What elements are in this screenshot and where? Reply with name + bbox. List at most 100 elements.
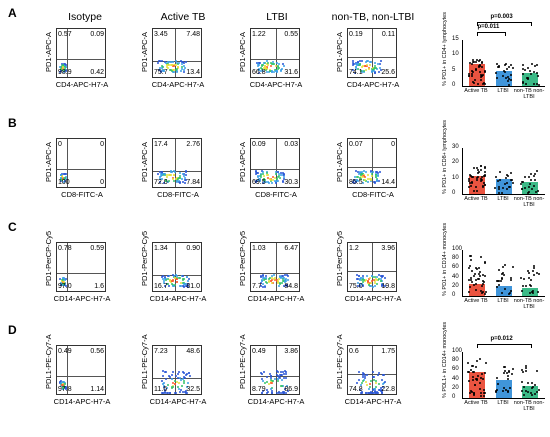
event-dot	[259, 176, 262, 179]
data-point	[468, 178, 471, 181]
y-tick-label: 100	[452, 348, 463, 354]
category-label: non-TB non-LTBI	[513, 88, 545, 101]
category-label: non-TB non-LTBI	[513, 400, 545, 413]
data-point	[482, 174, 485, 177]
data-point	[482, 291, 485, 294]
data-point	[537, 389, 540, 392]
quadrant-gate-vertical	[276, 139, 277, 187]
event-dot	[168, 279, 171, 282]
flow-plot: 3.45 7.48 75.7 13.4	[152, 28, 202, 78]
event-dot	[369, 392, 372, 394]
event-dot	[371, 71, 374, 74]
event-dot	[361, 181, 364, 184]
event-dot	[277, 66, 280, 69]
event-dot	[259, 282, 262, 285]
quadrant-gate-horizontal	[153, 171, 201, 172]
event-dot	[266, 176, 269, 179]
event-dot	[266, 66, 268, 69]
event-dot	[181, 370, 184, 373]
event-dot	[259, 66, 262, 69]
event-dot	[367, 67, 370, 70]
data-point	[470, 279, 473, 282]
panel-letter: A	[8, 6, 17, 20]
event-dot	[374, 279, 377, 282]
summary-scatter-plot: 0 20 40 60 80 100 p=0.012	[452, 336, 545, 400]
event-dot	[178, 174, 181, 177]
event-dot	[257, 64, 260, 67]
event-dot	[256, 178, 259, 181]
event-dot	[280, 392, 283, 394]
data-point	[511, 67, 514, 70]
data-point	[470, 180, 473, 183]
x-axis-label: CD4-APC-H7-A	[151, 80, 205, 89]
event-dot	[183, 284, 186, 287]
significance-bracket	[477, 344, 532, 348]
data-point	[472, 167, 475, 170]
event-dot	[64, 284, 67, 287]
event-dot	[159, 60, 162, 63]
category-label: Active TB	[464, 400, 488, 406]
event-dot	[380, 276, 383, 279]
event-dot	[356, 63, 359, 66]
category-label: LTBI	[497, 298, 509, 304]
event-dot	[265, 69, 268, 72]
y-axis-label: PD1-PerCP-Cy5	[140, 230, 149, 286]
data-point	[468, 278, 471, 281]
data-point	[530, 179, 532, 182]
data-point	[508, 293, 511, 296]
data-point	[481, 66, 484, 69]
event-dot	[262, 285, 265, 288]
data-point	[483, 170, 486, 173]
y-axis-label: PDL1-PE-Cy7-A	[238, 334, 247, 389]
event-dot	[181, 390, 184, 393]
event-dot	[354, 71, 357, 74]
quadrant-value-lower-right: 7.84	[186, 179, 200, 186]
event-dot	[173, 68, 176, 71]
event-dot	[379, 277, 382, 280]
event-dot	[355, 176, 358, 179]
flow-plot: 0.07 0 85.5 14.4	[347, 138, 397, 188]
data-point	[470, 184, 473, 187]
data-point	[476, 178, 479, 181]
data-point	[469, 390, 472, 393]
data-point	[534, 173, 537, 176]
data-point	[503, 386, 506, 389]
event-dot	[283, 392, 286, 394]
data-point	[480, 290, 483, 293]
y-axis-label: PD1-APC-A	[238, 31, 247, 72]
data-point	[471, 376, 474, 379]
event-dot	[378, 274, 381, 277]
x-axis-label: CD8-FITC-A	[352, 190, 394, 199]
quadrant-gate-horizontal	[251, 376, 299, 377]
event-dot	[61, 179, 64, 182]
event-dot	[263, 174, 266, 177]
event-dot	[59, 282, 62, 285]
event-dot	[375, 392, 378, 394]
event-dot	[188, 372, 191, 375]
data-point	[504, 370, 507, 373]
category-label: Active TB	[464, 196, 488, 202]
data-point	[475, 377, 478, 380]
data-point	[504, 62, 507, 65]
event-dot	[374, 386, 377, 389]
event-dot	[274, 170, 277, 173]
event-dot	[173, 179, 176, 182]
data-point	[469, 255, 471, 258]
event-dot	[278, 176, 281, 179]
data-point	[521, 80, 524, 83]
event-dot	[166, 67, 169, 70]
event-dot	[372, 171, 375, 174]
quadrant-value-upper-right: 0.11	[381, 31, 395, 38]
data-point	[497, 66, 500, 69]
event-dot	[183, 278, 186, 281]
event-dot	[261, 389, 264, 392]
event-dot	[381, 373, 384, 376]
event-dot	[277, 377, 280, 380]
event-dot	[355, 63, 358, 66]
data-point	[522, 394, 525, 397]
event-dot	[364, 64, 367, 67]
data-point	[476, 190, 479, 193]
flow-plot: 7.23 48.6 11.6 32.5	[152, 345, 202, 395]
data-point	[467, 362, 470, 365]
event-dot	[271, 379, 274, 382]
